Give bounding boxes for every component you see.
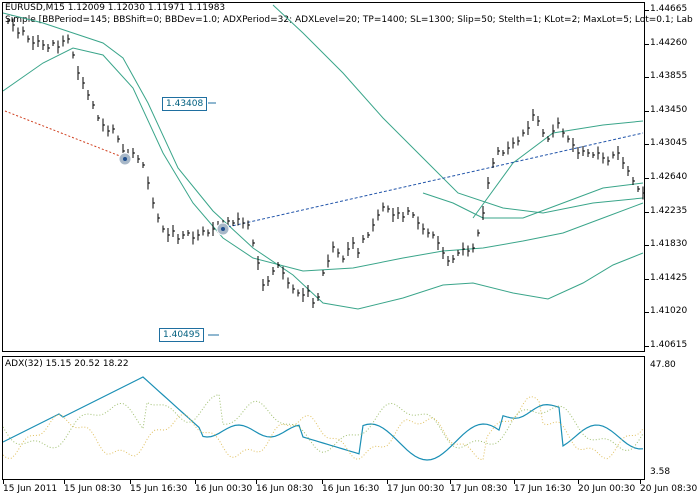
time-tick-label: 15 Jun 08:30 [64, 484, 122, 494]
time-tick-mark [640, 480, 641, 484]
bb-upper-line [272, 4, 644, 214]
time-tick-mark [256, 480, 257, 484]
time-tick-label: 17 Jun 08:30 [450, 484, 508, 494]
trend-line-blue [222, 132, 644, 229]
price-tick-label: 1.43045 [650, 138, 688, 149]
price-tick-label: 1.44260 [650, 37, 688, 48]
time-tick-mark [578, 480, 579, 484]
price-tick-label: 1.42235 [650, 205, 688, 216]
time-tick-label: 15 Jun 16:30 [130, 484, 188, 494]
di-plus-line [3, 393, 644, 453]
price-tick-label: 1.40615 [650, 340, 688, 350]
price-tick-label: 1.42640 [650, 172, 688, 182]
time-tick-label: 16 Jun 16:30 [322, 484, 380, 494]
price-tick-label: 1.41020 [650, 306, 688, 317]
price-tick-mark [645, 245, 649, 247]
bb-middle-line [3, 47, 644, 272]
time-tick-mark [3, 480, 4, 484]
bb-lower-line [3, 12, 644, 310]
price-chart-panel[interactable]: EURUSD,M15 1.12009 1.12030 1.11971 1.119… [2, 2, 693, 352]
price-tick-label: 1.43450 [650, 104, 688, 115]
price-label-upper[interactable]: 1.43408 [162, 97, 208, 111]
price-tick-mark [645, 43, 649, 45]
adx-main-line [3, 376, 644, 461]
adx-canvas[interactable] [3, 357, 644, 479]
bb-upper-right-line [472, 120, 644, 219]
time-tick-label: 16 Jun 00:30 [195, 484, 253, 494]
price-tick-mark [645, 211, 649, 213]
trend-line-red [4, 110, 126, 159]
symbol-info: EURUSD,M15 1.12009 1.12030 1.11971 1.119… [5, 3, 226, 13]
time-tick-mark [64, 480, 65, 484]
price-tick-mark [645, 312, 649, 314]
adx-scale-bottom: 3.58 [650, 467, 671, 477]
time-tick-mark [195, 480, 196, 484]
price-tick-mark [645, 278, 649, 280]
time-tick-mark [130, 480, 131, 484]
adx-title: ADX(32) 15.15 20.52 18.22 [5, 359, 129, 369]
time-tick-mark [387, 480, 388, 484]
price-tick-mark [645, 144, 649, 146]
price-tick-mark [645, 178, 649, 179]
bb-inner-line [422, 182, 644, 219]
price-chart-canvas[interactable] [3, 3, 644, 351]
adx-scale-top: 47.80 [650, 360, 676, 370]
price-tick-label: 1.43855 [650, 71, 688, 82]
time-tick-label: 20 Jun 00:30 [578, 484, 636, 494]
adx-indicator-panel[interactable]: ADX(32) 15.15 20.52 18.22 [2, 356, 645, 480]
trade-marker-dot [123, 157, 127, 161]
time-tick-label: 15 Jun 2011 [3, 484, 58, 494]
price-tick-label: 1.44665 [650, 4, 688, 14]
expert-parameters: Simple [BBPeriod=145; BBShift=0; BBDev=1… [5, 15, 693, 25]
price-tick-mark [645, 77, 649, 79]
time-tick-label: 17 Jun 16:30 [514, 484, 572, 494]
price-tick-label: 1.41425 [650, 272, 688, 283]
time-tick-mark [450, 480, 451, 484]
time-tick-label: 17 Jun 00:30 [387, 484, 445, 494]
price-tick-mark [645, 346, 649, 347]
time-tick-label: 20 Jun 08:30 [640, 484, 698, 494]
di-minus-line [3, 395, 644, 461]
time-tick-mark [514, 480, 515, 484]
price-tick-mark [645, 110, 649, 112]
trade-marker-dot [221, 227, 225, 231]
price-tick-mark [645, 10, 649, 11]
price-tick-label: 1.41830 [650, 239, 688, 250]
time-tick-label: 16 Jun 08:30 [256, 484, 314, 494]
time-tick-mark [322, 480, 323, 484]
price-label-lower[interactable]: 1.40495 [159, 328, 205, 342]
